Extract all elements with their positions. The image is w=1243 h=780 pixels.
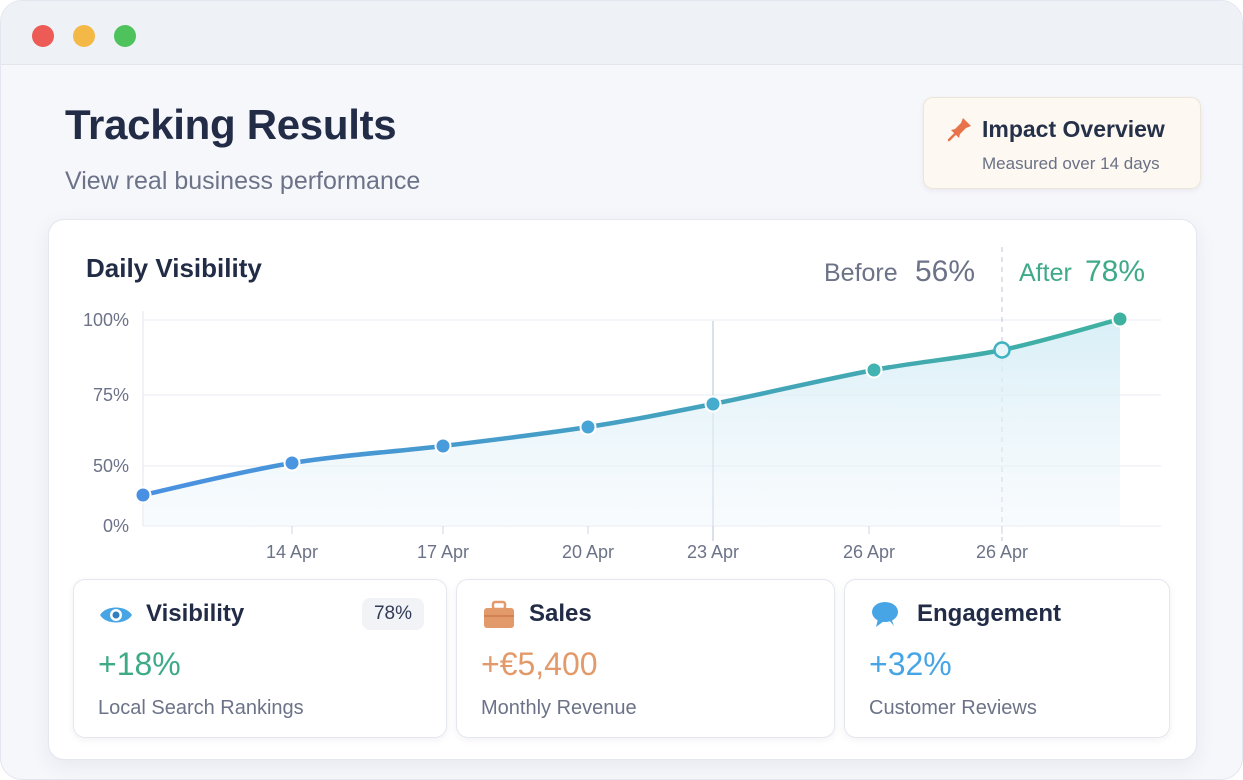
maximize-window-button[interactable] [114, 25, 136, 47]
impact-subtitle: Measured over 14 days [982, 154, 1160, 173]
engagement-stat-card[interactable]: Engagement +32% Customer Reviews [844, 579, 1170, 738]
before-label: Before [824, 259, 898, 287]
sales-label: Sales [529, 600, 592, 627]
visibility-stat-card[interactable]: Visibility 78% +18% Local Search Ranking… [73, 579, 447, 738]
engagement-value: +32% [869, 646, 952, 682]
impact-overview-card[interactable]: Impact Overview Measured over 14 days [923, 97, 1201, 189]
minimize-window-button[interactable] [73, 25, 95, 47]
briefcase-icon [484, 600, 514, 628]
visibility-description: Local Search Rankings [98, 697, 304, 719]
page-title: Tracking Results [65, 101, 397, 148]
close-window-button[interactable] [32, 25, 54, 47]
engagement-description: Customer Reviews [869, 697, 1037, 719]
eye-icon [100, 607, 132, 623]
chart-title: Daily Visibility [86, 253, 262, 283]
pin-icon [947, 118, 971, 142]
sales-value: +€5,400 [481, 646, 598, 682]
impact-title: Impact Overview [982, 116, 1165, 142]
window-titlebar [1, 1, 1242, 65]
engagement-label: Engagement [917, 600, 1062, 627]
sales-description: Monthly Revenue [481, 697, 637, 719]
sales-stat-card[interactable]: Sales +€5,400 Monthly Revenue [456, 579, 835, 738]
chat-icon [872, 602, 898, 627]
page-subtitle: View real business performance [65, 167, 421, 195]
after-label: After [1019, 259, 1072, 287]
visibility-value: +18% [98, 646, 181, 682]
visibility-badge: 78% [361, 598, 424, 630]
before-value: 56% [915, 255, 976, 288]
visibility-label: Visibility [146, 600, 245, 627]
after-value: 78% [1085, 255, 1146, 288]
